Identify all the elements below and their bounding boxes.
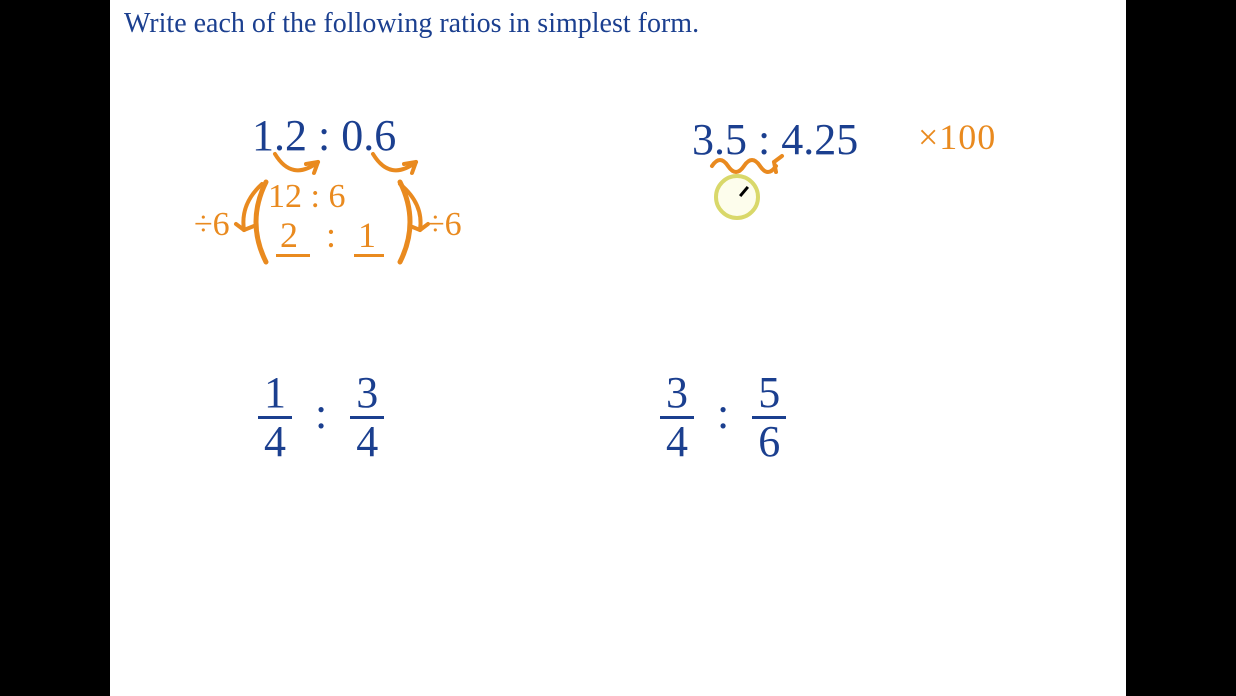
cursor-highlight-icon xyxy=(714,174,760,220)
instruction-title: Write each of the following ratios in si… xyxy=(124,8,699,40)
p3-den1: 4 xyxy=(258,419,292,465)
p1-div-left: ÷6 xyxy=(194,206,230,244)
p1-arrow-down-right-icon xyxy=(394,178,434,248)
p4-den1: 4 xyxy=(660,419,694,465)
p4-fraction-1: 3 4 xyxy=(660,370,694,465)
p1-answer-underline-right xyxy=(354,254,384,257)
p1-step2-colon: : xyxy=(326,214,336,256)
p3-num2: 3 xyxy=(350,370,384,419)
p4-colon: : xyxy=(711,388,735,439)
p1-answer-underline-left xyxy=(276,254,310,257)
p4-num1: 3 xyxy=(660,370,694,419)
p2-mult-100: ×100 xyxy=(918,116,996,158)
p3-den2: 4 xyxy=(350,419,384,465)
p1-arrow-down-left-icon xyxy=(232,178,272,248)
p3-colon: : xyxy=(309,388,333,439)
p3-num1: 1 xyxy=(258,370,292,419)
p1-step1: 12 : 6 xyxy=(268,178,345,216)
p4-den2: 6 xyxy=(752,419,786,465)
p1-step2-right: 1 xyxy=(358,214,376,256)
whiteboard: Write each of the following ratios in si… xyxy=(110,0,1126,696)
problem-3: 1 4 : 3 4 xyxy=(252,370,390,465)
p1-step2-left: 2 xyxy=(280,214,298,256)
p3-fraction-1: 1 4 xyxy=(258,370,292,465)
problem-4: 3 4 : 5 6 xyxy=(654,370,792,465)
p4-fraction-2: 5 6 xyxy=(752,370,786,465)
p3-fraction-2: 3 4 xyxy=(350,370,384,465)
p4-num2: 5 xyxy=(752,370,786,419)
